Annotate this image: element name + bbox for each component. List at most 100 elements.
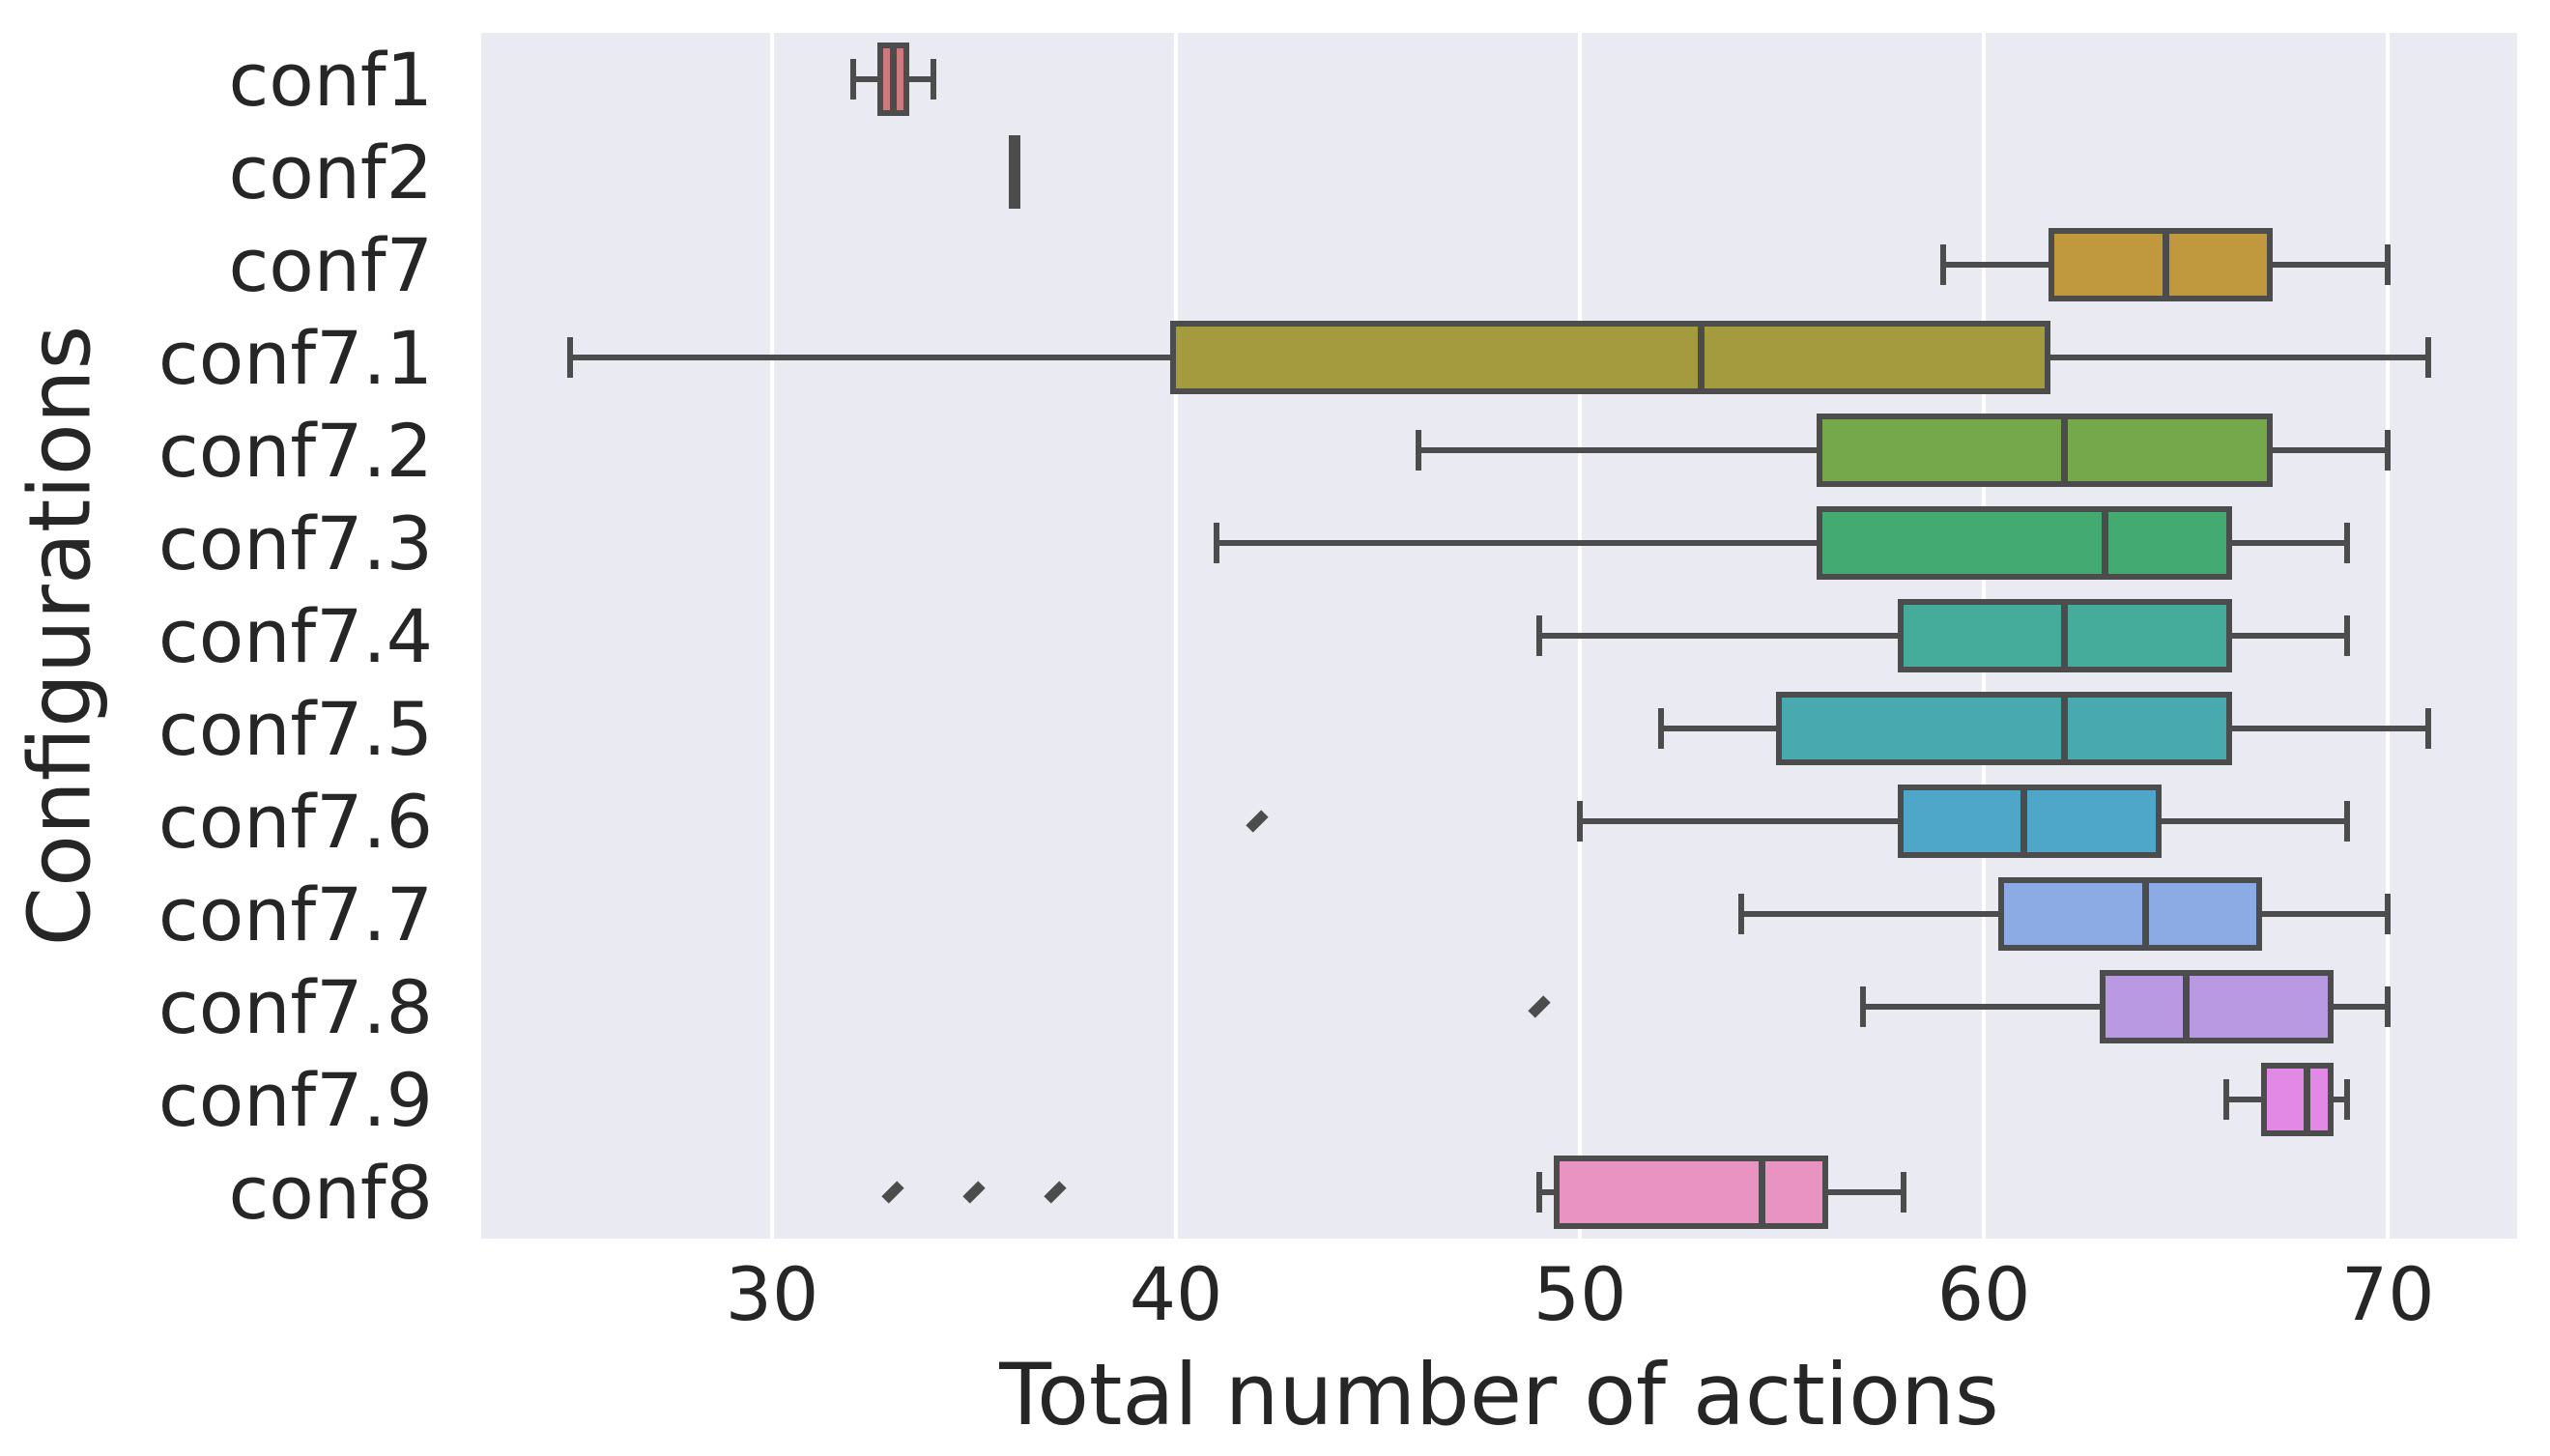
whisker-cap (2385, 986, 2392, 1027)
whisker-cap (2223, 1079, 2229, 1120)
box-row (481, 775, 2517, 868)
median-line (2061, 414, 2069, 487)
whisker-cap (2385, 244, 2392, 285)
gridline (2386, 33, 2391, 1239)
box (1816, 506, 2232, 580)
whisker-cap (931, 59, 937, 100)
whisker-line (1741, 911, 2005, 917)
box-row (481, 589, 2517, 682)
median-line (2162, 228, 2169, 301)
whisker-line (1943, 262, 2055, 268)
whisker-cap (1213, 523, 1219, 563)
box-row (481, 1146, 2517, 1239)
outlier-diamond (881, 1181, 905, 1204)
box (1897, 785, 2162, 858)
whisker-line (1821, 1189, 1904, 1195)
whisker-cap (2344, 1079, 2351, 1120)
x-axis-label: Total number of actions (999, 1345, 1999, 1444)
whisker-line (852, 76, 883, 82)
box (1554, 1156, 1828, 1229)
plot-area (481, 33, 2517, 1239)
box-row (481, 682, 2517, 775)
whisker-cap (1900, 1172, 1906, 1213)
whisker-line (2256, 911, 2389, 917)
whisker-cap (2385, 894, 2392, 934)
whisker-line (2226, 726, 2429, 731)
whisker-line (1418, 447, 1822, 453)
whisker-line (1580, 818, 1904, 824)
whisker-line (1216, 540, 1822, 546)
y-tick-label: conf7.1 (158, 314, 433, 401)
y-tick-label: conf7.4 (158, 592, 433, 679)
x-tick-label: 70 (2340, 1251, 2435, 1337)
whisker-line (1862, 1004, 2106, 1010)
box-row (481, 33, 2517, 126)
y-tick-label: conf7.3 (158, 500, 433, 586)
median-line (2182, 970, 2190, 1043)
whisker-line (1660, 726, 1783, 731)
whisker-cap (1415, 430, 1421, 471)
median-line (2141, 877, 2149, 951)
whisker-cap (2385, 430, 2392, 471)
median-line (2020, 785, 2028, 858)
whisker-cap (1536, 615, 1543, 656)
y-tick-label: conf7.5 (158, 685, 433, 772)
y-tick-label: conf7.9 (158, 1056, 433, 1143)
whisker-cap (1577, 801, 1584, 842)
whisker-cap (1940, 244, 1947, 285)
whisker-line (1539, 1189, 1561, 1195)
box (1998, 877, 2263, 951)
box-row (481, 218, 2517, 311)
whisker-line (2327, 1097, 2348, 1102)
gridline (770, 33, 774, 1239)
y-tick-label: conf7.7 (158, 871, 433, 957)
whisker-line (2327, 1004, 2389, 1010)
y-tick-label: conf2 (228, 128, 433, 215)
whisker-line (2155, 818, 2348, 824)
x-tick-label: 40 (1129, 1251, 1223, 1337)
box-row (481, 868, 2517, 960)
y-tick-label: conf1 (228, 36, 433, 123)
x-tick-label: 30 (725, 1251, 819, 1337)
median-line (2061, 692, 2069, 765)
box (1816, 414, 2273, 487)
median-line (1698, 321, 1705, 394)
median-line (1011, 135, 1018, 209)
box-row (481, 126, 2517, 218)
box (1170, 321, 2050, 394)
whisker-cap (2425, 337, 2432, 378)
y-tick-label: conf8 (228, 1149, 433, 1236)
box-row (481, 404, 2517, 497)
box (2049, 228, 2273, 301)
whisker-line (2266, 447, 2389, 453)
whisker-line (2044, 355, 2429, 360)
whisker-cap (1536, 1172, 1543, 1213)
box-row (481, 1053, 2517, 1146)
whisker-cap (2344, 523, 2351, 563)
box (2099, 970, 2334, 1043)
whisker-cap (566, 337, 573, 378)
x-tick-label: 60 (1936, 1251, 2031, 1337)
whisker-cap (1859, 986, 1866, 1027)
whisker-line (569, 355, 1177, 360)
whisker-cap (2344, 615, 2351, 656)
whisker-cap (2425, 708, 2432, 749)
median-line (2304, 1063, 2311, 1136)
box-row (481, 960, 2517, 1053)
whisker-cap (1738, 894, 1745, 934)
outlier-diamond (962, 1181, 986, 1204)
box-row (481, 311, 2517, 404)
median-line (889, 43, 897, 116)
y-tick-label: conf7.2 (158, 407, 433, 494)
box-row (481, 497, 2517, 589)
whisker-cap (1657, 708, 1664, 749)
median-line (2102, 506, 2109, 580)
box (1776, 692, 2232, 765)
whisker-cap (849, 59, 856, 100)
y-tick-label: conf7.8 (158, 963, 433, 1050)
whisker-line (2226, 1097, 2267, 1102)
y-tick-label: conf7.6 (158, 778, 433, 865)
box (2260, 1063, 2334, 1136)
x-tick-label: 50 (1533, 1251, 1627, 1337)
